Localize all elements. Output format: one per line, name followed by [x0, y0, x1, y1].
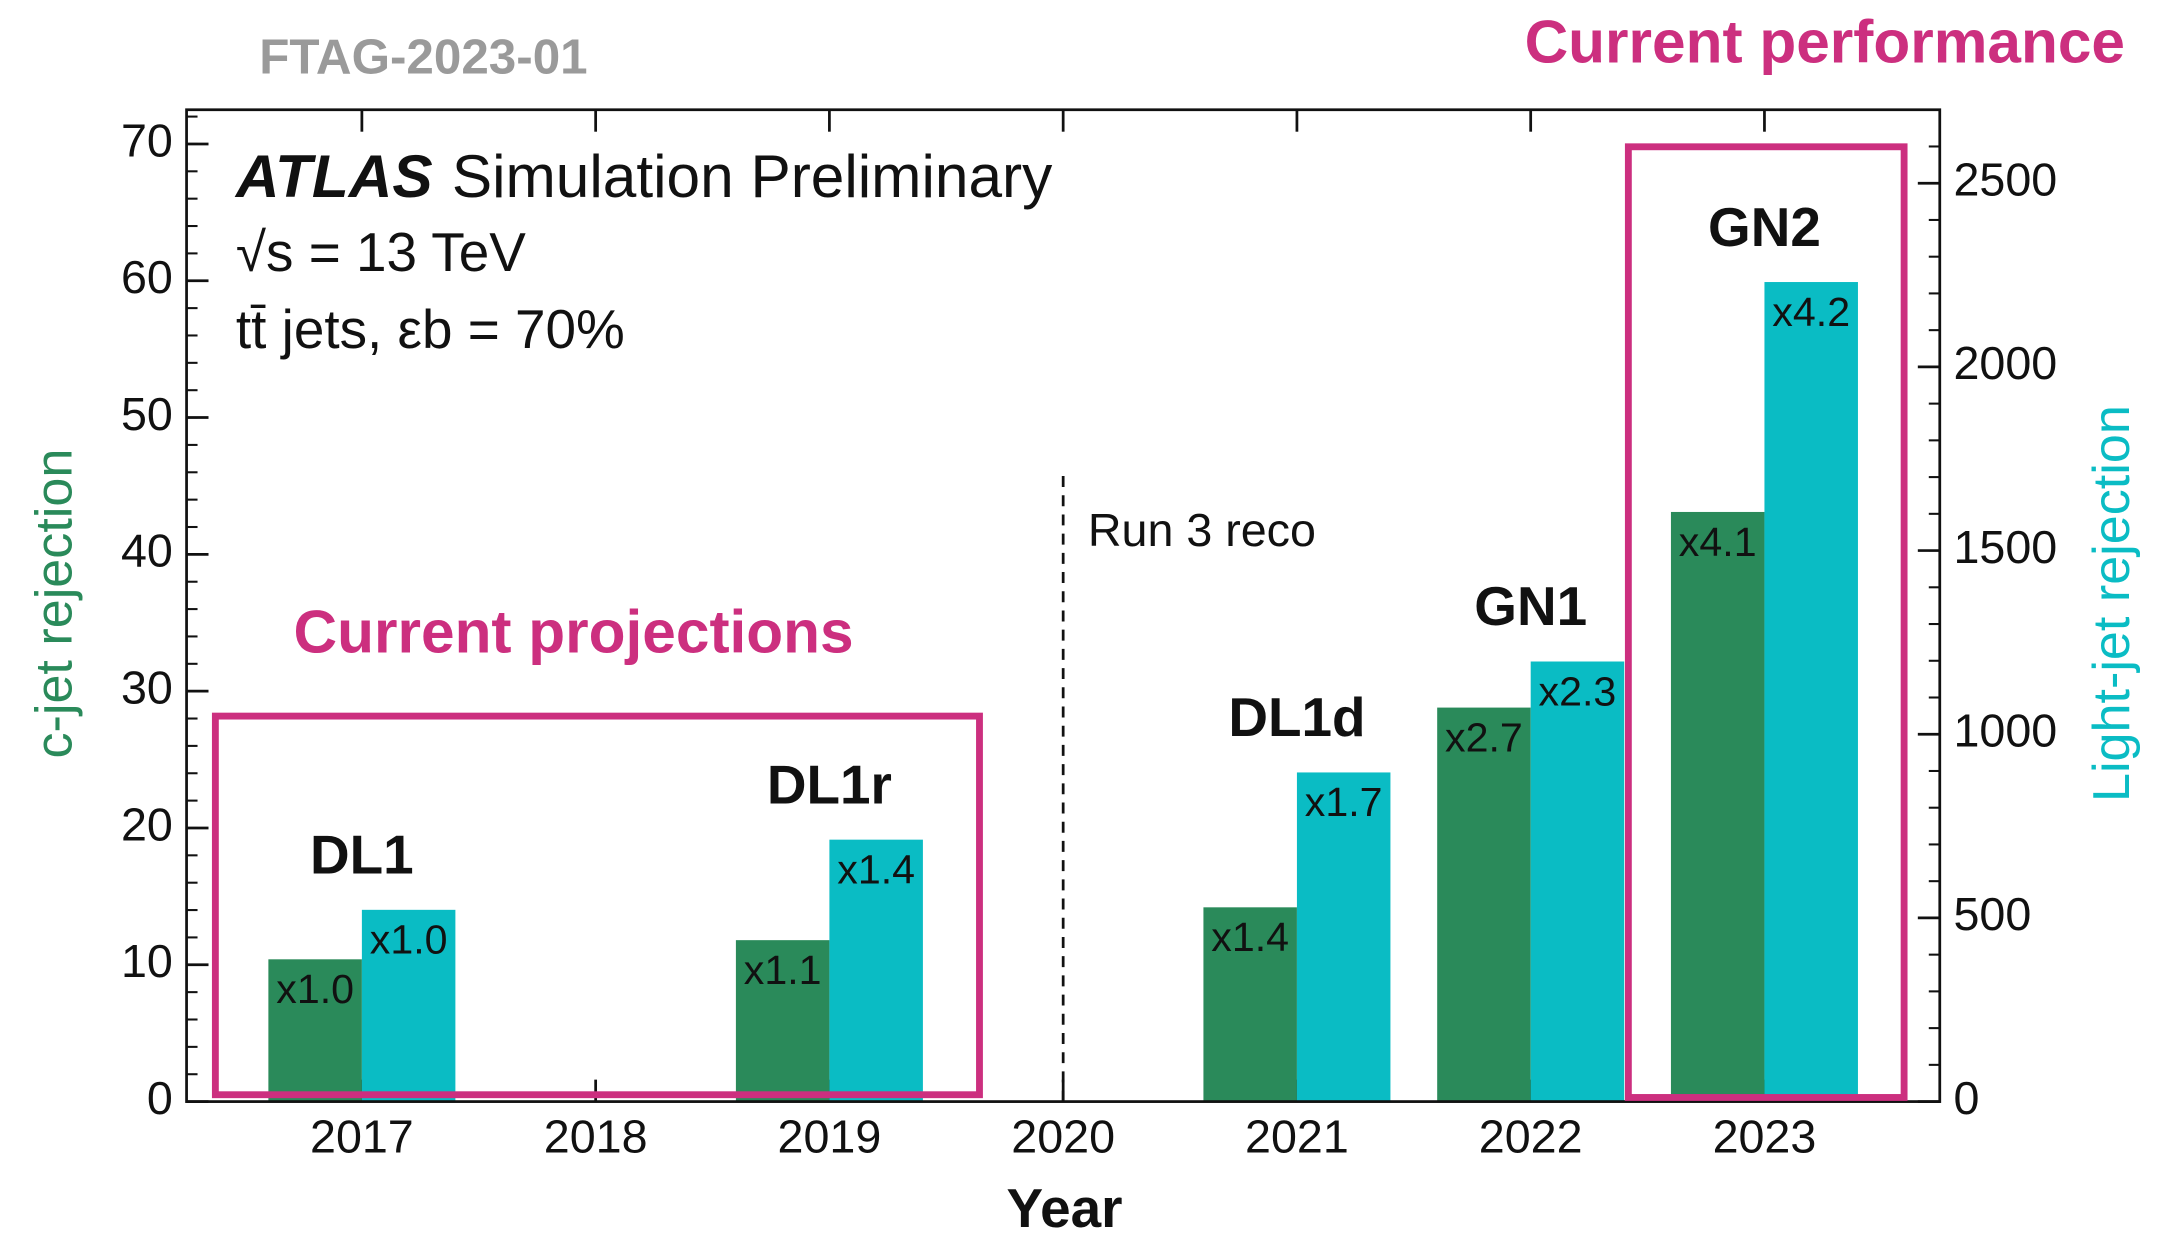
- x-tick-label: 2023: [1713, 1110, 1817, 1162]
- x-tick-label: 2017: [310, 1110, 414, 1162]
- bar: [1530, 661, 1625, 1102]
- y-tick-label: 0: [147, 1072, 173, 1124]
- bar: [735, 940, 830, 1102]
- y-tick-label: 60: [121, 251, 173, 303]
- ratio-label: x2.3: [1539, 668, 1617, 714]
- y2-tick-label: 1500: [1953, 521, 2057, 573]
- y2-tick-label: 1000: [1953, 705, 2057, 757]
- tagger-label: DL1r: [767, 753, 892, 815]
- experiment: ATLAS: [234, 142, 433, 210]
- selection: tt̄ jets, εb = 70%: [236, 298, 625, 360]
- x-tick-label: 2018: [544, 1110, 648, 1162]
- run3-note: Run 3 reco: [1088, 504, 1316, 556]
- bar: [1764, 282, 1858, 1102]
- y-tick-label: 30: [121, 661, 173, 713]
- bar: [829, 839, 923, 1102]
- y2-tick-label: 0: [1953, 1072, 1979, 1124]
- tagger-label: GN2: [1708, 196, 1821, 258]
- plot-frame: [185, 108, 1942, 1103]
- y-tick-label: 20: [121, 798, 173, 850]
- tagger-label: DL1: [310, 824, 414, 886]
- ratio-label: x1.0: [370, 917, 448, 963]
- performance-box: [1624, 143, 1908, 1101]
- x-tick-label: 2022: [1479, 1110, 1583, 1162]
- y-tick-label: 10: [121, 935, 173, 987]
- y-tick-label: 70: [121, 114, 173, 166]
- ratio-label: x2.7: [1445, 714, 1523, 760]
- ratio-label: x1.4: [1211, 914, 1289, 960]
- report-id: FTAG-2023-01: [259, 29, 587, 84]
- bar: [361, 909, 456, 1102]
- x-tick-label: 2019: [778, 1110, 882, 1162]
- y2-tick-label: 2000: [1953, 337, 2057, 389]
- ratio-label: x4.1: [1679, 519, 1757, 565]
- experiment-line: ATLAS Simulation Preliminary: [234, 142, 1053, 210]
- bar: [1203, 907, 1297, 1102]
- y2-tick-label: 500: [1953, 888, 2031, 940]
- tagger-label: GN1: [1474, 575, 1587, 637]
- y2-axis-label: Light-jet rejection: [2083, 405, 2141, 802]
- bar: [1670, 511, 1765, 1102]
- bar: [1296, 772, 1391, 1102]
- bar: [268, 959, 362, 1102]
- bar: [1437, 707, 1531, 1102]
- ratio-label: x1.4: [837, 846, 915, 892]
- energy: √s = 13 TeV: [236, 221, 526, 283]
- x-tick-label: 2021: [1245, 1110, 1349, 1162]
- tagger-label: DL1d: [1228, 686, 1365, 748]
- projections-label: Current projections: [294, 597, 854, 665]
- y-tick-label: 40: [121, 525, 173, 577]
- plot: 0 10 20 30 40 50 60 70 0 500 1000 1500 2000 2500 2017 2…: [121, 108, 2057, 1162]
- status: Simulation Preliminary: [452, 142, 1053, 210]
- y-tick-label: 50: [121, 388, 173, 440]
- ratio-label: x4.2: [1772, 289, 1850, 335]
- ratio-label: x1.0: [276, 966, 354, 1012]
- y2-tick-label: 2500: [1953, 154, 2057, 206]
- ratio-label: x1.7: [1305, 779, 1383, 825]
- performance-label: Current performance: [1525, 8, 2125, 76]
- projections-box: [211, 712, 983, 1099]
- y-axis-label: c-jet rejection: [25, 449, 83, 759]
- x-tick-label: 2020: [1011, 1110, 1115, 1162]
- ratio-label: x1.1: [744, 947, 822, 993]
- x-axis-label: Year: [1007, 1177, 1123, 1239]
